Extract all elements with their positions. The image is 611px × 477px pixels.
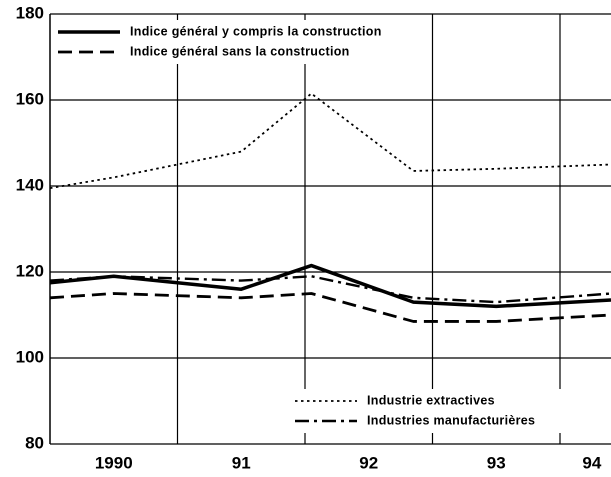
legend-label: Indice général sans la construction bbox=[130, 44, 350, 58]
series-line bbox=[49, 92, 611, 190]
series-line bbox=[49, 275, 611, 304]
legend-label: Indice général y compris la construction bbox=[130, 24, 382, 38]
x-tick-label: 93 bbox=[487, 453, 506, 472]
x-tick-label: 1990 bbox=[95, 453, 133, 472]
y-tick-label: 100 bbox=[16, 347, 44, 366]
legend-label: Industries manufacturières bbox=[367, 413, 535, 427]
x-tick-label: 94 bbox=[582, 453, 601, 472]
y-tick-label: 80 bbox=[25, 433, 44, 452]
y-tick-label: 160 bbox=[16, 89, 44, 108]
x-tick-label: 91 bbox=[232, 453, 251, 472]
series-line bbox=[49, 292, 611, 323]
legend-label: Industrie extractives bbox=[367, 393, 495, 407]
x-tick-label: 92 bbox=[359, 453, 378, 472]
legend-box bbox=[291, 389, 596, 433]
legend-box bbox=[54, 20, 389, 64]
y-tick-label: 180 bbox=[16, 3, 44, 22]
y-tick-label: 140 bbox=[16, 175, 44, 194]
y-tick-label: 120 bbox=[16, 261, 44, 280]
